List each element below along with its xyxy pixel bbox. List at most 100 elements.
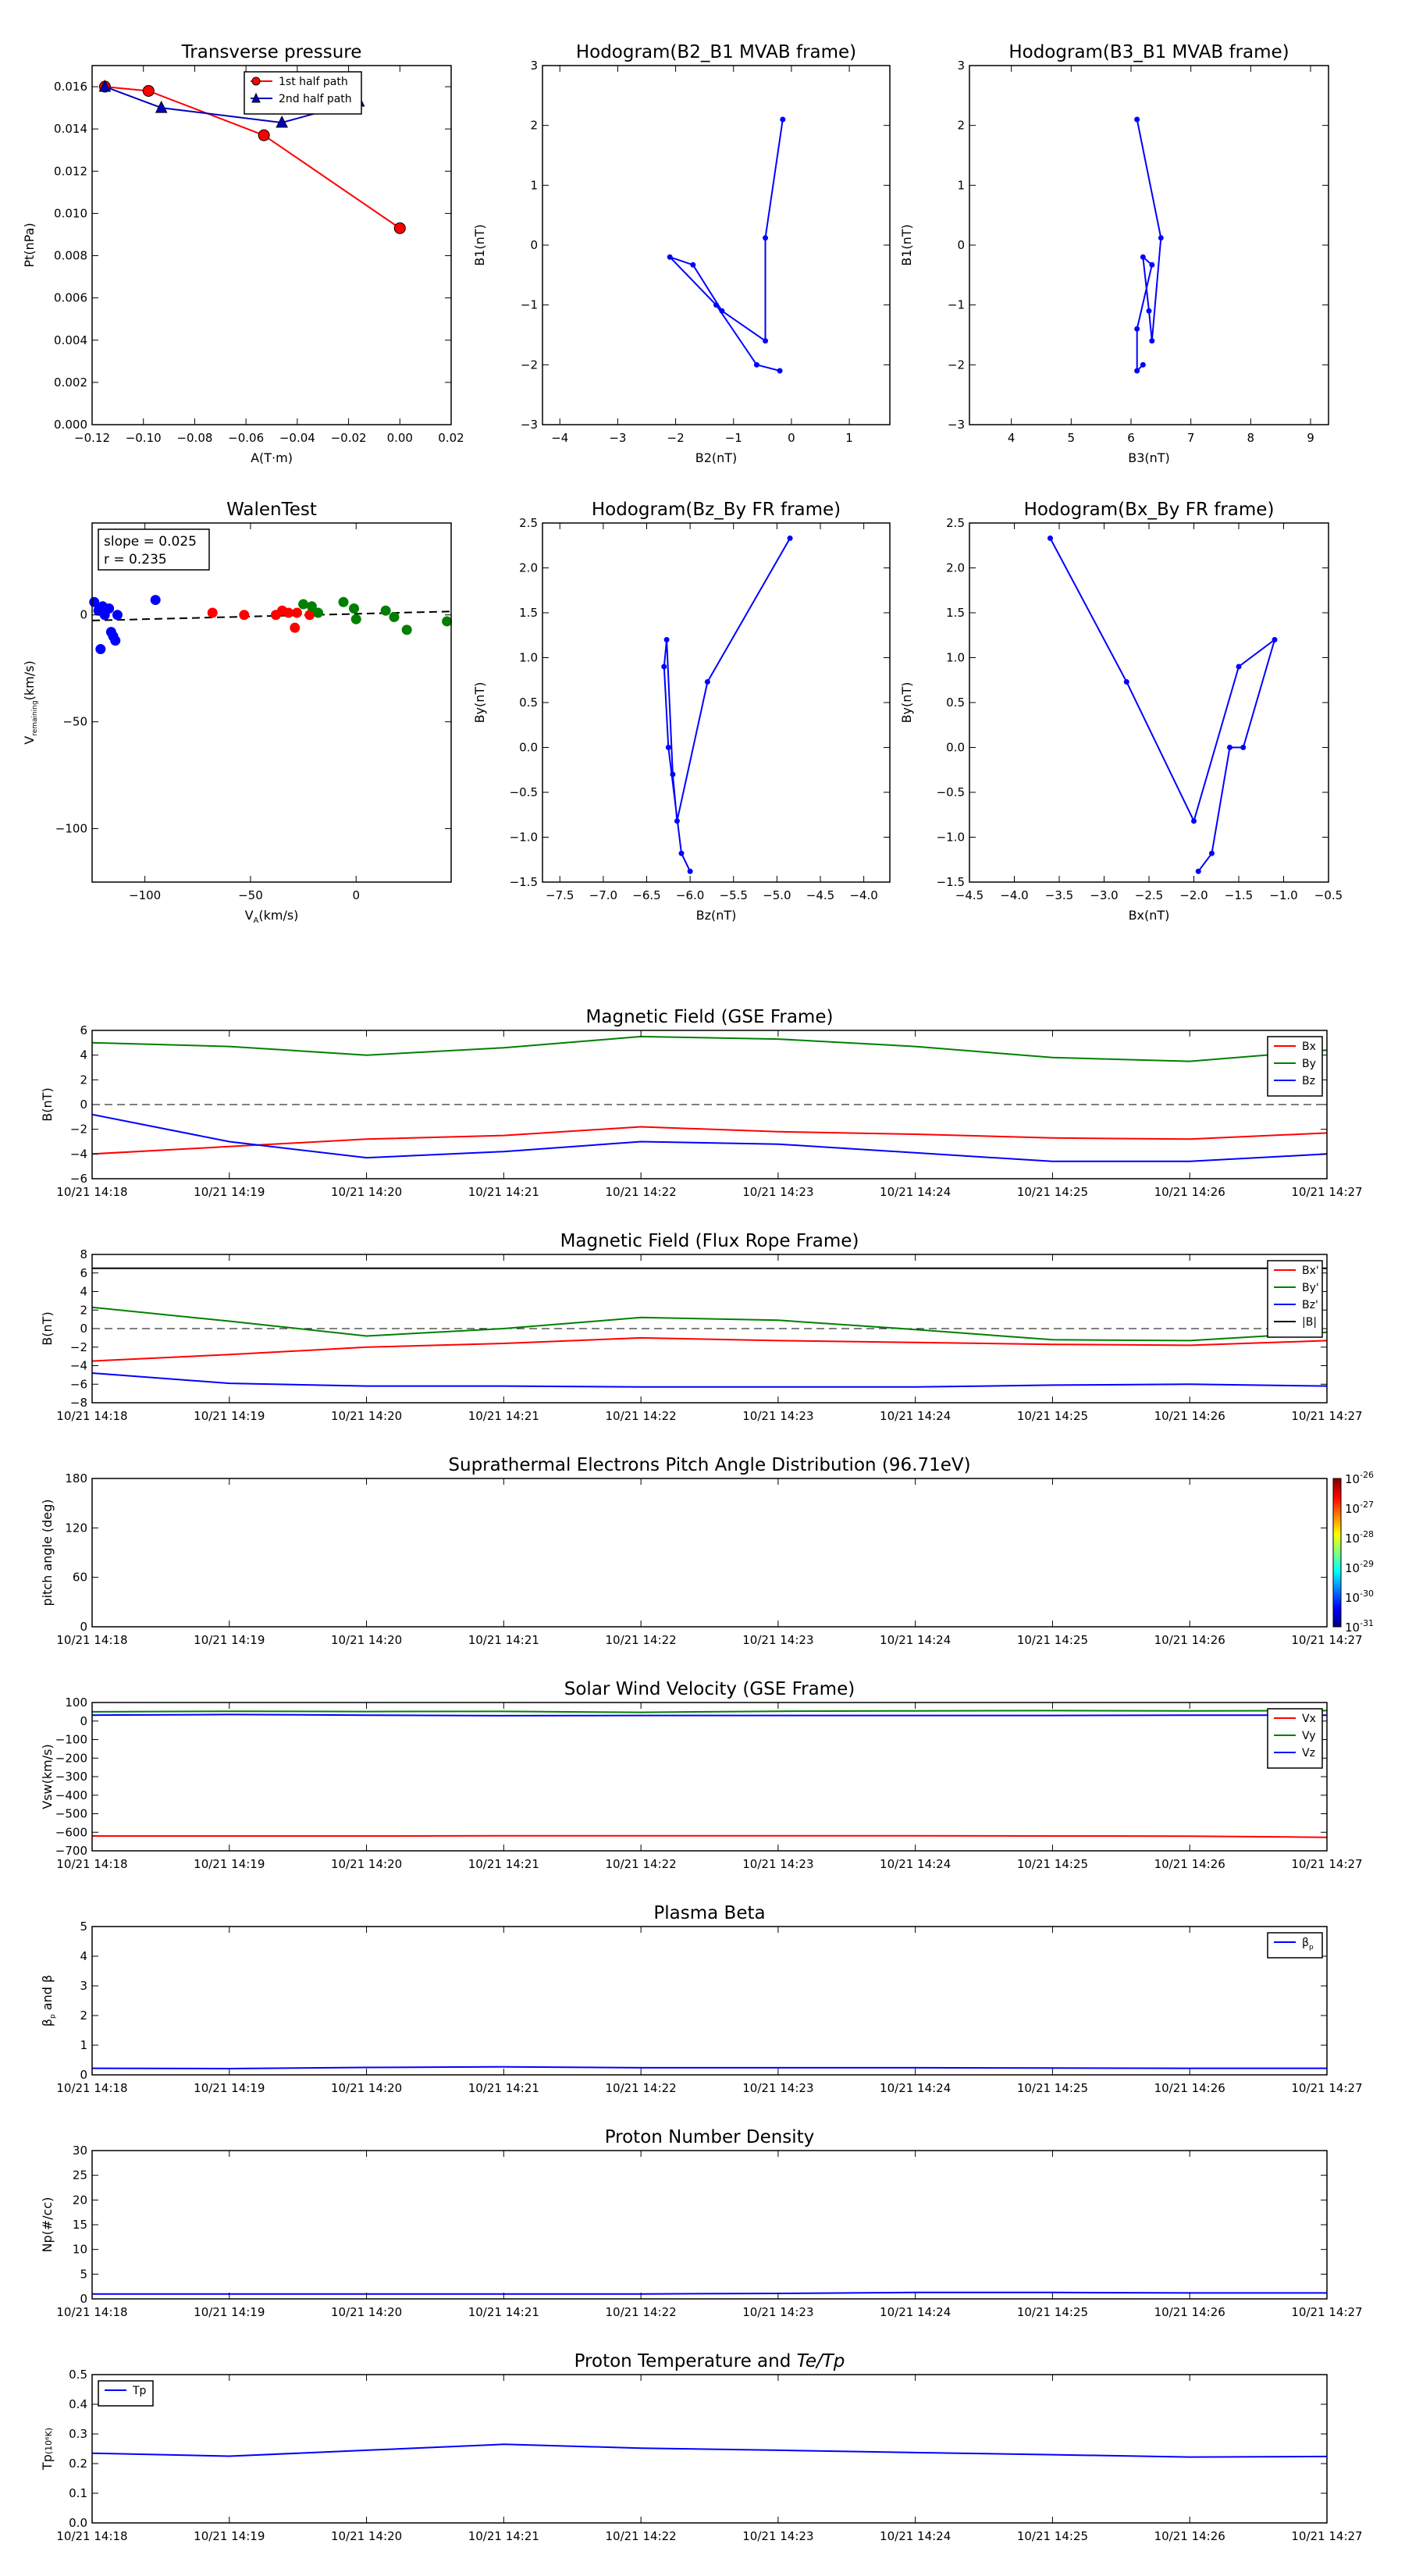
x-tick-label: 10/21 14:23 [742, 1857, 813, 1871]
y-tick-label: 0.5 [69, 2368, 87, 2382]
x-tick-label: 10/21 14:23 [742, 2305, 813, 2319]
series-2 [92, 1372, 1327, 1388]
data-point [1272, 637, 1278, 642]
x-tick-label: 10/21 14:22 [605, 1857, 676, 1871]
x-tick-label: 10/21 14:23 [742, 1409, 813, 1423]
y-tick-label: 0.002 [54, 375, 87, 390]
x-axis-label: B2(nT) [695, 450, 738, 465]
x-tick-label: 10/21 14:24 [880, 1185, 951, 1199]
y-tick-label: 25 [73, 2169, 87, 2183]
data-point [690, 262, 696, 268]
x-tick-label: 10/21 14:25 [1017, 1185, 1088, 1199]
chart-title: Hodogram(B2_B1 MVAB frame) [576, 42, 856, 62]
y-tick-label: 2 [80, 1073, 87, 1087]
y-tick-label: 2 [530, 119, 538, 133]
data-point [1134, 116, 1140, 123]
y-tick-label: 0.2 [69, 2457, 87, 2471]
data-point [787, 535, 793, 542]
x-tick-label: 10/21 14:24 [880, 2305, 951, 2319]
y-tick-label: 15 [73, 2218, 87, 2232]
x-tick-label: −7.0 [589, 888, 617, 902]
series-line [92, 2291, 1327, 2295]
colorbar-tick-label: 10-27 [1345, 1500, 1374, 1516]
colorbar-tick-exponent: -27 [1360, 1500, 1374, 1510]
x-tick-label: −4.0 [1000, 888, 1028, 902]
data-point [239, 610, 250, 621]
data-point [298, 599, 309, 610]
y-tick-label: 6 [80, 1023, 87, 1037]
y-tick-label: 30 [73, 2144, 87, 2158]
series-line [92, 1306, 1327, 1342]
y-tick-label: 0 [80, 1098, 87, 1112]
x-tick-label: −2.5 [1135, 888, 1163, 902]
y-tick-label: 1 [530, 178, 538, 192]
y-tick-label: 0.006 [54, 291, 87, 305]
x-tick-label: 10/21 14:20 [331, 2081, 402, 2095]
x-tick-label: −5.0 [763, 888, 791, 902]
y-axis-label: Vsw(km/s) [40, 1744, 55, 1809]
data-point [276, 115, 288, 128]
series-2 [92, 1113, 1327, 1162]
data-point [98, 79, 112, 92]
data-point [95, 644, 106, 655]
y-tick-label: 2 [957, 119, 965, 133]
series-line [92, 1113, 1327, 1162]
series-line [92, 1126, 1327, 1155]
data-point [1209, 850, 1215, 856]
y-tick-label: 0.4 [69, 2397, 87, 2411]
x-tick-label: −6.5 [632, 888, 660, 902]
x-tick-label: 4 [1008, 431, 1016, 445]
y-tick-label: −0.5 [937, 785, 965, 799]
chart-beta: Plasma Beta 10/21 14:18 10/21 14:19 10/21 1… [40, 1903, 1363, 2095]
y-tick-label: 0 [80, 1322, 87, 1336]
x-tick-label: 10/21 14:23 [742, 2529, 813, 2543]
y-axis-label: Vremaining(km/s) [22, 660, 39, 744]
series-line [92, 1834, 1327, 1838]
series-0 [1049, 538, 1276, 872]
x-tick-label: 10/21 14:19 [194, 1185, 265, 1199]
chart-mag_gse: Magnetic Field (GSE Frame) 10/21 14:18 10/… [40, 1007, 1363, 1199]
x-tick-label: −2 [667, 431, 685, 445]
x-tick-label: −1.0 [1269, 888, 1297, 902]
x-tick-label: −1.5 [1225, 888, 1253, 902]
y-axis-label: By(nT) [899, 682, 914, 724]
data-point [89, 596, 100, 607]
y-tick-label: −2 [70, 1340, 87, 1354]
x-tick-label: 10/21 14:25 [1017, 1633, 1088, 1647]
y-axis-label-sub: remaining [31, 700, 39, 735]
colorbar-tick-label: 10-30 [1345, 1589, 1374, 1605]
legend-label: Vy [1302, 1730, 1316, 1742]
y-tick-label: 1.5 [946, 606, 965, 620]
data-point [753, 361, 759, 368]
x-tick-label: 10/21 14:25 [1017, 1409, 1088, 1423]
series-0 [92, 2443, 1327, 2458]
data-point [713, 302, 719, 308]
x-tick-label: −3.0 [1090, 888, 1118, 902]
data-point [313, 607, 324, 618]
legend-label: By [1302, 1058, 1316, 1070]
x-tick-label: 10/21 14:27 [1291, 2305, 1362, 2319]
plot-frame [969, 522, 1329, 883]
chart-title: Transverse pressure [181, 42, 362, 62]
series-line [92, 2065, 1327, 2070]
x-tick-label: 10/21 14:20 [331, 1857, 402, 1871]
data-point [777, 368, 783, 374]
data-point [338, 596, 349, 607]
data-point [1240, 745, 1247, 750]
y-tick-label: 2 [80, 1303, 87, 1317]
x-tick-label: 9 [1307, 431, 1314, 445]
x-tick-label: 1 [845, 431, 853, 445]
data-point [763, 338, 769, 344]
series-line [669, 119, 784, 372]
chart-h2: Hodogram(B3_B1 MVAB frame) 4 5 6 7 8 9 −3 −2 −1 0 1… [899, 42, 1329, 465]
legend-label: |B| [1302, 1316, 1317, 1329]
y-tick-label: −1.5 [510, 875, 538, 889]
series-0 [663, 538, 791, 872]
x-tick-label: 8 [1247, 431, 1255, 445]
chart-pad: Suprathermal Electrons Pitch Angle Distr… [40, 1455, 1374, 1647]
x-axis-label: VA(km/s) [245, 908, 299, 925]
x-tick-label: −4.0 [849, 888, 877, 902]
x-tick-label: 0.02 [438, 431, 464, 445]
series-line [92, 1336, 1327, 1362]
